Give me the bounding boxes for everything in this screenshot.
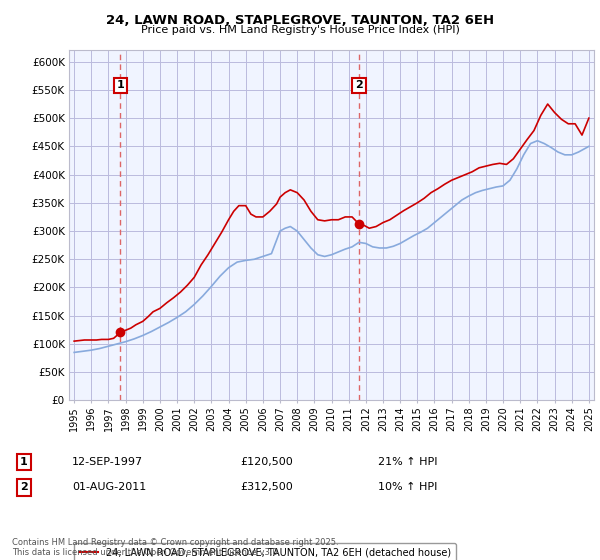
Legend: 24, LAWN ROAD, STAPLEGROVE, TAUNTON, TA2 6EH (detached house), HPI: Average pric: 24, LAWN ROAD, STAPLEGROVE, TAUNTON, TA2… [74, 543, 456, 560]
Text: Contains HM Land Registry data © Crown copyright and database right 2025.
This d: Contains HM Land Registry data © Crown c… [12, 538, 338, 557]
Text: 21% ↑ HPI: 21% ↑ HPI [378, 457, 437, 467]
Text: £312,500: £312,500 [240, 482, 293, 492]
Text: 1: 1 [116, 81, 124, 90]
Text: £120,500: £120,500 [240, 457, 293, 467]
Text: 2: 2 [20, 482, 28, 492]
Text: 01-AUG-2011: 01-AUG-2011 [72, 482, 146, 492]
Text: Price paid vs. HM Land Registry's House Price Index (HPI): Price paid vs. HM Land Registry's House … [140, 25, 460, 35]
Text: 2: 2 [355, 81, 363, 90]
Text: 10% ↑ HPI: 10% ↑ HPI [378, 482, 437, 492]
Text: 1: 1 [20, 457, 28, 467]
Text: 24, LAWN ROAD, STAPLEGROVE, TAUNTON, TA2 6EH: 24, LAWN ROAD, STAPLEGROVE, TAUNTON, TA2… [106, 14, 494, 27]
Text: 12-SEP-1997: 12-SEP-1997 [72, 457, 143, 467]
